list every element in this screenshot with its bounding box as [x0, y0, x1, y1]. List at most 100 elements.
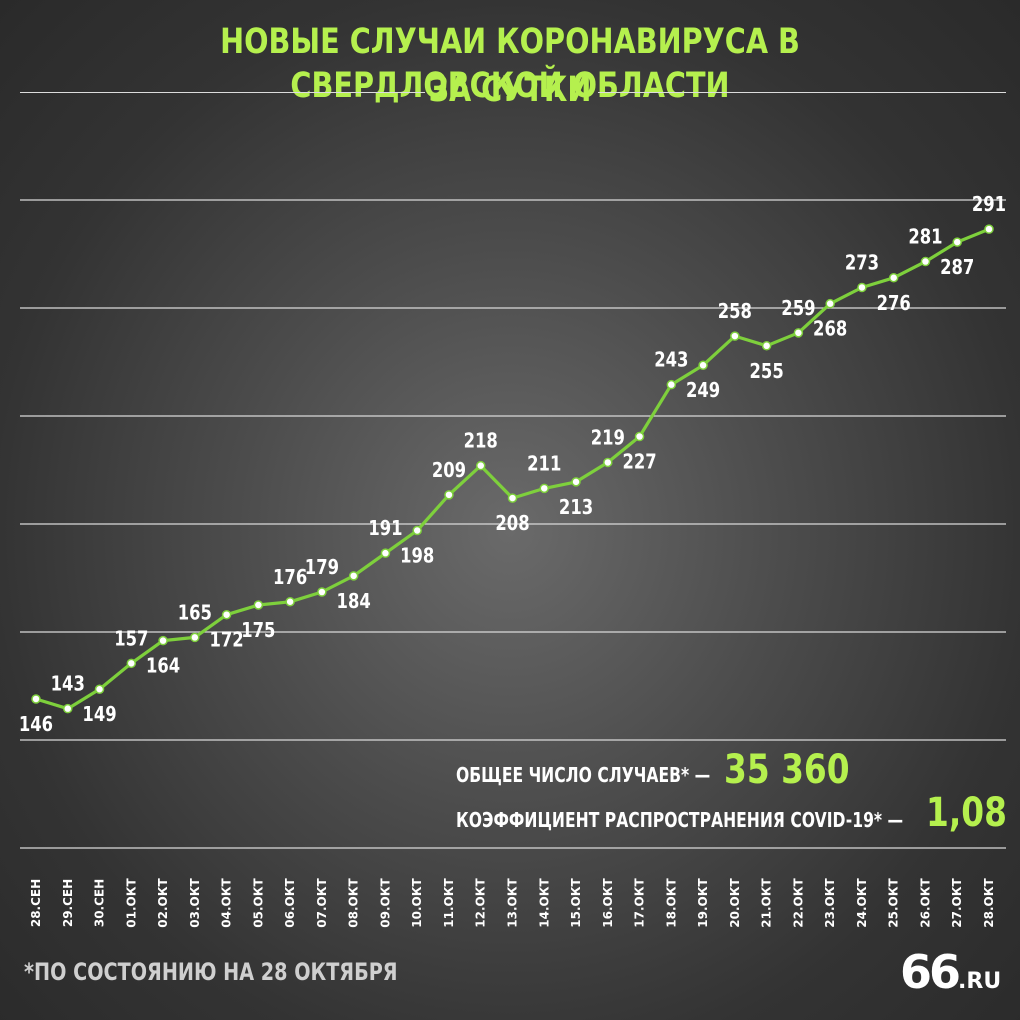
data-point: [666, 379, 677, 390]
data-point: [952, 237, 962, 247]
data-point: [348, 571, 359, 581]
data-point: [793, 328, 804, 338]
data-label: 184: [337, 590, 371, 613]
x-tick-label: 28.ОКТ: [982, 877, 996, 927]
data-label: 164: [146, 655, 180, 678]
data-point: [571, 477, 581, 487]
data-label: 209: [432, 459, 466, 482]
data-point: [475, 460, 486, 471]
total-cases-value: 35 360: [724, 747, 850, 793]
x-tick-label: 01.ОКТ: [124, 877, 138, 927]
data-points: [31, 224, 994, 714]
data-label: 176: [273, 566, 307, 589]
data-point: [761, 341, 772, 351]
data-label: 281: [908, 226, 942, 249]
x-tick-label: 10.ОКТ: [410, 877, 424, 927]
x-tick-label: 07.ОКТ: [315, 877, 329, 927]
x-tick-label: 22.ОКТ: [791, 877, 805, 927]
data-label: 219: [591, 427, 625, 450]
data-point: [221, 609, 232, 620]
data-label: 149: [82, 704, 116, 727]
data-label: 191: [368, 518, 402, 541]
logo-number: 66: [900, 945, 961, 999]
data-point: [126, 658, 137, 669]
gridlines: [20, 199, 1006, 849]
data-point: [698, 360, 708, 370]
x-tick-label: 04.ОКТ: [220, 877, 234, 927]
x-tick-label: 05.ОКТ: [251, 877, 265, 927]
x-tick-label: 29.СЕН: [61, 879, 75, 927]
data-label: 273: [845, 252, 879, 275]
x-tick-label: 21.ОКТ: [760, 877, 774, 927]
x-tick-label: 28.СЕН: [29, 879, 43, 927]
x-tick-label: 09.ОКТ: [378, 877, 392, 927]
data-label: 218: [464, 430, 498, 453]
x-tick-label: 03.ОКТ: [188, 877, 202, 927]
data-point: [539, 483, 550, 494]
x-tick-label: 06.ОКТ: [283, 877, 297, 927]
data-point: [317, 587, 327, 597]
data-label: 291: [972, 194, 1006, 217]
data-label: 165: [178, 602, 212, 625]
data-point: [190, 632, 200, 643]
x-tick-label: 15.ОКТ: [569, 877, 583, 927]
data-label: 146: [19, 713, 53, 736]
x-tick-label: 20.ОКТ: [728, 877, 742, 927]
spread-rate-value: 1,08: [926, 790, 1007, 836]
data-point: [634, 431, 645, 442]
data-point: [94, 684, 105, 694]
data-label: 276: [877, 292, 911, 315]
data-point: [380, 548, 391, 558]
data-point: [730, 331, 740, 341]
chart-title-line-2: ЗА СУТКИ: [428, 70, 592, 110]
line-chart: 28.СЕН 29.СЕН 30.СЕН 01.ОКТ 02.ОКТ 03.ОКТ 04.О…: [19, 194, 1006, 927]
data-label: 227: [622, 451, 656, 474]
data-point: [31, 694, 41, 704]
data-point: [984, 224, 994, 234]
data-label: 255: [750, 360, 784, 383]
data-point: [888, 273, 899, 283]
data-label: 268: [813, 318, 847, 341]
x-tick-label: 13.ОКТ: [506, 877, 520, 927]
x-tick-label: 25.ОКТ: [887, 877, 901, 927]
x-tick-label: 08.ОКТ: [347, 877, 361, 927]
data-label: 172: [209, 629, 243, 652]
logo-suffix: .RU: [958, 969, 1002, 994]
data-label: 198: [400, 545, 434, 568]
x-tick-label: 30.СЕН: [93, 879, 107, 927]
x-tick-label: 17.ОКТ: [633, 877, 647, 927]
footnote: *ПО СОСТОЯНИЮ НА 28 ОКТЯБРЯ: [24, 958, 398, 986]
data-point: [253, 600, 264, 610]
x-tick-label: 27.ОКТ: [950, 877, 964, 927]
data-point: [825, 298, 835, 309]
data-point: [158, 635, 168, 646]
x-tick-label: 24.ОКТ: [855, 877, 869, 927]
data-label: 213: [559, 496, 593, 519]
data-point: [412, 525, 422, 536]
series-line: [35, 227, 990, 711]
x-tick-label: 19.ОКТ: [696, 877, 710, 927]
x-tick-label: 18.ОКТ: [664, 877, 678, 927]
data-label: 175: [241, 620, 275, 643]
data-point: [603, 457, 613, 468]
series-line-layer: [35, 227, 990, 711]
data-label: 157: [114, 628, 148, 651]
data-label: 208: [495, 513, 529, 536]
x-tick-label: 26.ОКТ: [918, 877, 932, 927]
data-point: [507, 493, 518, 503]
data-label: 143: [51, 673, 85, 696]
x-tick-label: 14.ОКТ: [537, 877, 551, 927]
data-label: 258: [718, 301, 752, 324]
data-label: 179: [305, 557, 339, 580]
data-label: 211: [527, 453, 561, 476]
total-cases-label: ОБЩЕЕ ЧИСЛО СЛУЧАЕВ* —: [456, 763, 711, 787]
x-tick-label: 16.ОКТ: [601, 877, 615, 927]
x-tick-label: 23.ОКТ: [823, 877, 837, 927]
x-tick-label: 11.ОКТ: [442, 877, 456, 927]
site-logo: 66.RU: [900, 945, 1001, 999]
data-point: [857, 282, 867, 293]
x-axis-labels: 28.СЕН 29.СЕН 30.СЕН 01.ОКТ 02.ОКТ 03.ОКТ 04.О…: [29, 877, 996, 927]
data-label: 287: [940, 257, 974, 280]
data-label: 249: [686, 380, 720, 403]
